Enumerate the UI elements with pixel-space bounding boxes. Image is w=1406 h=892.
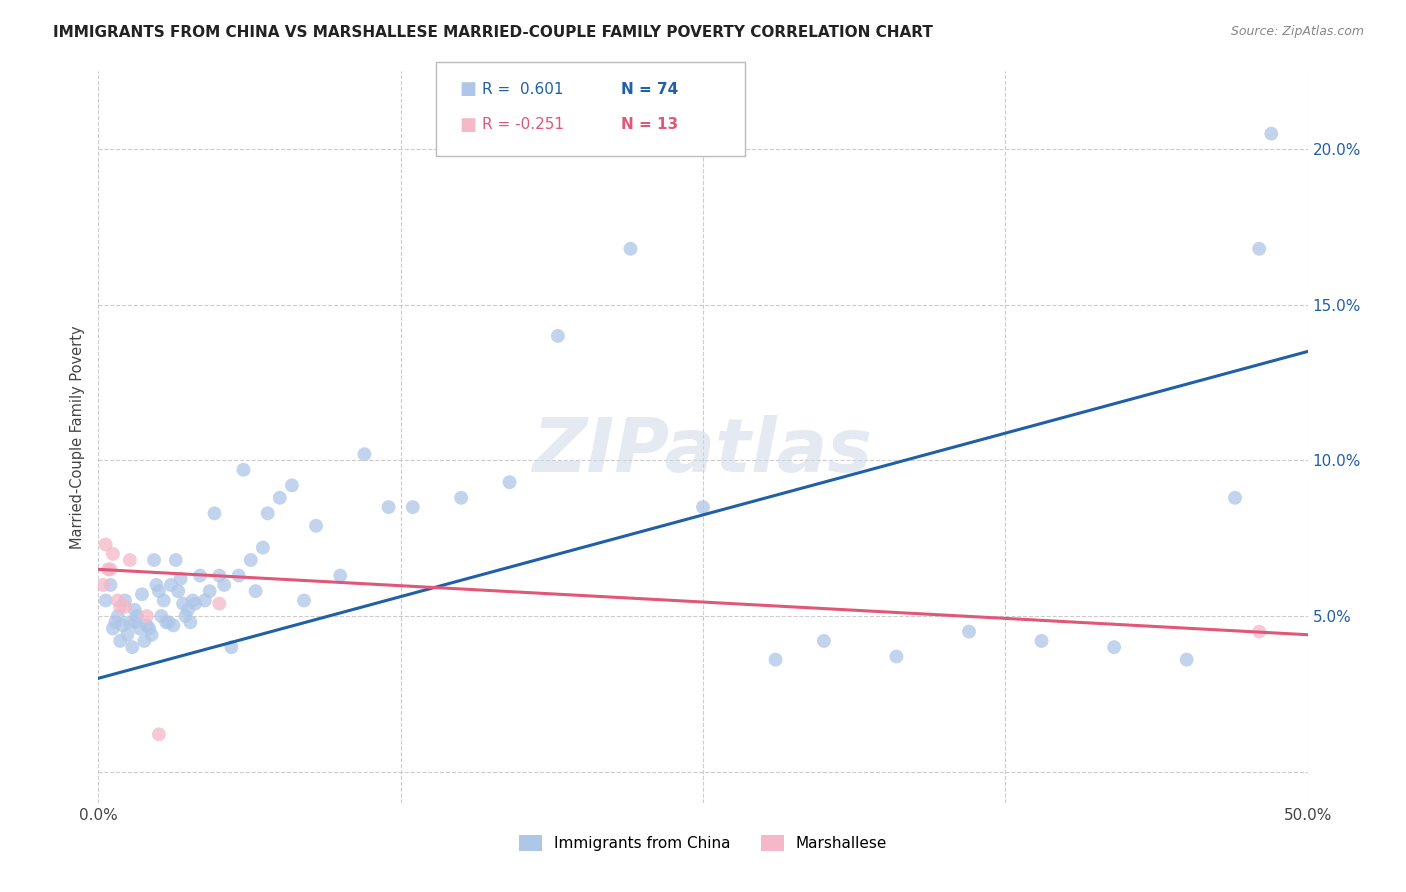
Point <box>100 578 122 592</box>
Point <box>1031 634 1053 648</box>
Point <box>1249 242 1271 256</box>
Text: ■: ■ <box>460 116 477 134</box>
Point <box>101 547 124 561</box>
Point <box>886 649 908 664</box>
Point <box>377 500 399 515</box>
Point <box>124 615 146 630</box>
Point <box>232 463 254 477</box>
Point <box>150 609 173 624</box>
Point <box>169 572 191 586</box>
Point <box>188 568 211 582</box>
Point <box>212 578 235 592</box>
Point <box>114 593 136 607</box>
Point <box>134 634 156 648</box>
Point <box>252 541 274 555</box>
Point <box>108 634 131 648</box>
Point <box>128 622 150 636</box>
Point <box>221 640 243 655</box>
Point <box>124 603 146 617</box>
Point <box>1102 640 1125 655</box>
Point <box>94 593 117 607</box>
Point <box>329 568 352 582</box>
Point <box>292 593 315 607</box>
Point <box>692 500 714 515</box>
Point <box>135 609 157 624</box>
Point <box>141 628 163 642</box>
Text: Source: ZipAtlas.com: Source: ZipAtlas.com <box>1230 25 1364 38</box>
Text: ■: ■ <box>460 80 477 98</box>
Point <box>148 584 170 599</box>
Point <box>131 587 153 601</box>
Point <box>101 622 124 636</box>
Point <box>204 506 226 520</box>
Point <box>619 242 641 256</box>
Point <box>118 615 141 630</box>
Point <box>1249 624 1271 639</box>
Point <box>208 597 231 611</box>
Point <box>108 599 131 614</box>
Point <box>162 618 184 632</box>
Point <box>117 628 139 642</box>
Point <box>179 615 201 630</box>
Point <box>135 618 157 632</box>
Text: N = 13: N = 13 <box>621 118 679 132</box>
Point <box>547 329 569 343</box>
Point <box>148 727 170 741</box>
Point <box>127 609 149 624</box>
Point <box>91 578 114 592</box>
Y-axis label: Married-Couple Family Poverty: Married-Couple Family Poverty <box>70 326 86 549</box>
Point <box>107 609 129 624</box>
Point <box>155 615 177 630</box>
Point <box>167 584 190 599</box>
Point <box>1223 491 1246 505</box>
Point <box>174 609 197 624</box>
Text: N = 74: N = 74 <box>621 82 679 96</box>
Point <box>104 615 127 630</box>
Point <box>177 603 200 617</box>
Point <box>157 615 180 630</box>
Point <box>305 518 328 533</box>
Point <box>97 562 120 576</box>
Point <box>281 478 304 492</box>
Text: ZIPatlas: ZIPatlas <box>533 415 873 488</box>
Point <box>118 553 141 567</box>
Text: IMMIGRANTS FROM CHINA VS MARSHALLESE MARRIED-COUPLE FAMILY POVERTY CORRELATION C: IMMIGRANTS FROM CHINA VS MARSHALLESE MAR… <box>53 25 934 40</box>
Point <box>165 553 187 567</box>
Point <box>111 618 134 632</box>
Point <box>402 500 425 515</box>
Point <box>1260 127 1282 141</box>
Point <box>138 622 160 636</box>
Point <box>114 599 136 614</box>
Point <box>813 634 835 648</box>
Point <box>1175 652 1198 666</box>
Point <box>121 640 143 655</box>
Point <box>239 553 262 567</box>
Point <box>498 475 520 490</box>
Point <box>184 597 207 611</box>
Point <box>353 447 375 461</box>
Point <box>143 553 166 567</box>
Point <box>94 537 117 551</box>
Point <box>208 568 231 582</box>
Point <box>245 584 267 599</box>
Point <box>228 568 250 582</box>
Point <box>256 506 278 520</box>
Point <box>450 491 472 505</box>
Text: R =  0.601: R = 0.601 <box>482 82 564 96</box>
Point <box>194 593 217 607</box>
Legend: Immigrants from China, Marshallese: Immigrants from China, Marshallese <box>513 830 893 857</box>
Point <box>181 593 204 607</box>
Point <box>145 578 167 592</box>
Point <box>160 578 183 592</box>
Point <box>172 597 194 611</box>
Point <box>100 562 122 576</box>
Point <box>198 584 221 599</box>
Point <box>765 652 787 666</box>
Point <box>957 624 980 639</box>
Point <box>152 593 174 607</box>
Text: R = -0.251: R = -0.251 <box>482 118 564 132</box>
Point <box>107 593 129 607</box>
Point <box>269 491 291 505</box>
